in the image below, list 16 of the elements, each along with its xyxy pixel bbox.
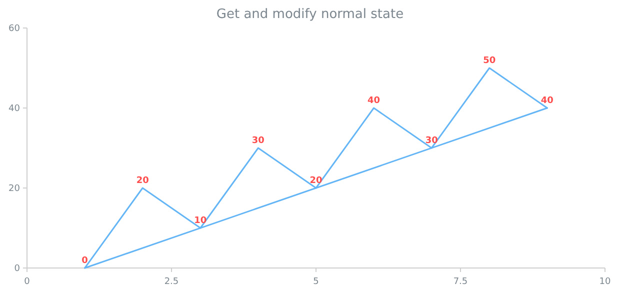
- x-tick-label: 2.5: [164, 277, 179, 287]
- x-tick-label: 10: [599, 277, 611, 287]
- x-tick-label: 5: [313, 277, 319, 287]
- text: 40: [368, 96, 380, 106]
- y-tick-label: 40: [8, 104, 20, 114]
- text: 0: [82, 256, 88, 266]
- y-tick-label: 20: [8, 184, 20, 194]
- text: 40: [540, 96, 554, 106]
- y-tick-label: 60: [8, 24, 20, 34]
- y-tick-label: 0: [14, 264, 20, 274]
- text: 30: [252, 136, 264, 146]
- text: 50: [483, 56, 496, 66]
- chart-title: Get and modify normal state: [216, 7, 404, 22]
- x-tick-label: 7.5: [453, 277, 468, 287]
- x-tick-label: 0: [24, 277, 30, 287]
- text: 20: [136, 176, 149, 186]
